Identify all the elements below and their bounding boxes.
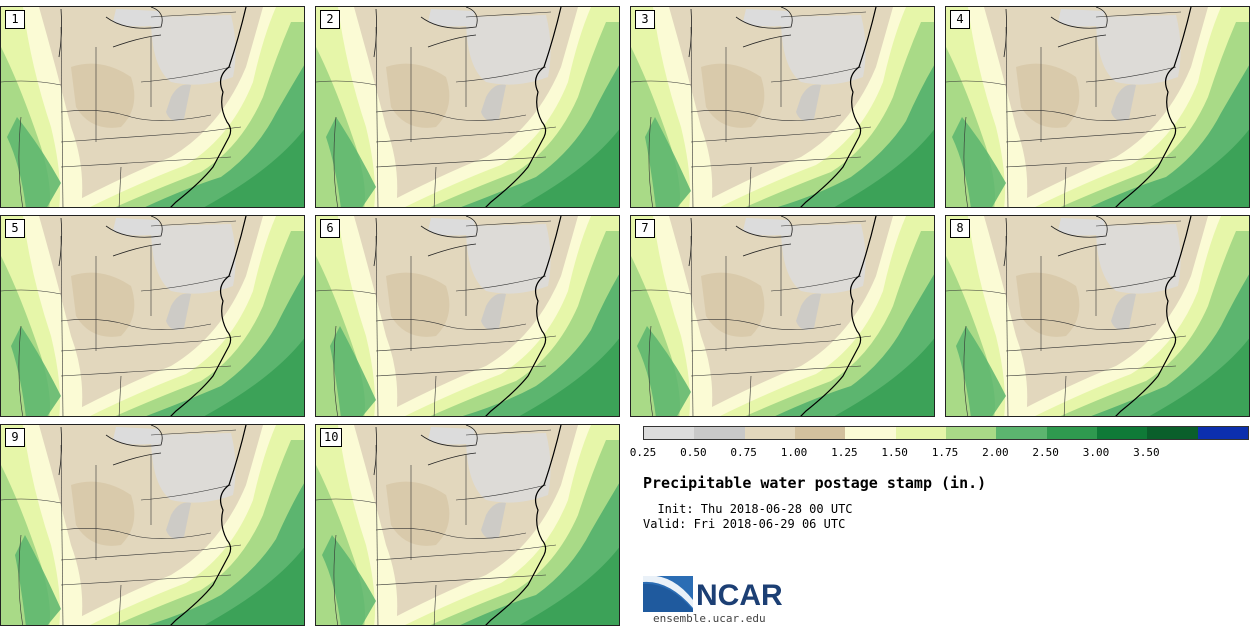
init-time: Init: Thu 2018-06-28 00 UTC <box>643 502 853 516</box>
stamp-panel: 8 <box>945 215 1250 417</box>
colorbar-tick-label: 0.25 <box>629 446 657 459</box>
logo-url: ensemble.ucar.edu <box>653 612 766 625</box>
colorbar-tick-label: 2.00 <box>982 446 1009 459</box>
colorbar-ticks: 0.25 0.50 0.75 1.00 1.25 1.50 1.75 2.00 2.50 3.00… <box>630 446 1247 460</box>
time-info: Init: Thu 2018-06-28 00 UTC Valid: Fri 2… <box>643 502 853 532</box>
stamp-panel: 7 <box>630 215 935 417</box>
pw-map <box>316 7 619 207</box>
pw-map <box>316 216 619 416</box>
stamp-member-label: 8 <box>950 219 970 238</box>
pw-map <box>946 216 1249 416</box>
pw-map <box>631 7 934 207</box>
pw-map <box>1 216 304 416</box>
colorbar-segment <box>744 427 795 439</box>
colorbar-tick-label: 1.00 <box>780 446 808 459</box>
stamp-panel: 1 <box>0 6 305 208</box>
stamp-member-label: 9 <box>5 428 25 447</box>
stamp-member-label: 10 <box>320 428 343 447</box>
colorbar-tick-label: 3.00 <box>1082 446 1110 459</box>
colorbar-segment <box>1197 427 1248 439</box>
colorbar-segment <box>644 427 695 439</box>
stamp-panel: 5 <box>0 215 305 417</box>
pw-map <box>631 216 934 416</box>
colorbar-segment <box>1147 427 1198 439</box>
colorbar-tick-label: 2.50 <box>1032 446 1059 459</box>
colorbar-segment <box>945 427 997 439</box>
colorbar-tick-label: 1.25 <box>831 446 858 459</box>
stamp-member-label: 1 <box>5 10 25 29</box>
colorbar-tick-label: 3.50 <box>1133 446 1160 459</box>
colorbar-segment <box>1096 427 1148 439</box>
pw-map <box>1 425 304 625</box>
colorbar-segment <box>1046 427 1097 439</box>
chart-title: Precipitable water postage stamp (in.) <box>643 474 987 492</box>
stamp-member-label: 7 <box>635 219 655 238</box>
pw-map <box>1 7 304 207</box>
colorbar-segment <box>845 427 896 439</box>
ncar-logo-text: NCAR <box>696 579 783 612</box>
colorbar-segment <box>694 427 745 439</box>
stamp-panel: 10 <box>315 424 620 626</box>
pw-map <box>316 425 619 625</box>
pw-map <box>946 7 1249 207</box>
colorbar-segment <box>895 427 946 439</box>
colorbar-tick-label: 0.50 <box>680 446 707 459</box>
stamp-panel: 3 <box>630 6 935 208</box>
stamp-panel: 9 <box>0 424 305 626</box>
colorbar-tick-label: 0.75 <box>730 446 757 459</box>
stamp-member-label: 2 <box>320 10 340 29</box>
valid-time: Valid: Fri 2018-06-29 06 UTC <box>643 517 846 531</box>
ncar-logo-icon <box>643 575 693 612</box>
stamp-panel: 6 <box>315 215 620 417</box>
colorbar-tick-label: 1.50 <box>881 446 908 459</box>
stamp-member-label: 5 <box>5 219 25 238</box>
colorbar-tick-label: 1.75 <box>931 446 959 459</box>
stamp-member-label: 4 <box>950 10 970 29</box>
colorbar-legend: 0.25 0.50 0.75 1.00 1.25 1.50 1.75 2.00 2.50 3.00… <box>630 426 1249 460</box>
colorbar-segment <box>794 427 846 439</box>
stamp-member-label: 3 <box>635 10 655 29</box>
colorbar <box>643 426 1249 440</box>
stamp-member-label: 6 <box>320 219 340 238</box>
stamp-panel: 2 <box>315 6 620 208</box>
colorbar-segment <box>996 427 1047 439</box>
stamp-panel: 4 <box>945 6 1250 208</box>
